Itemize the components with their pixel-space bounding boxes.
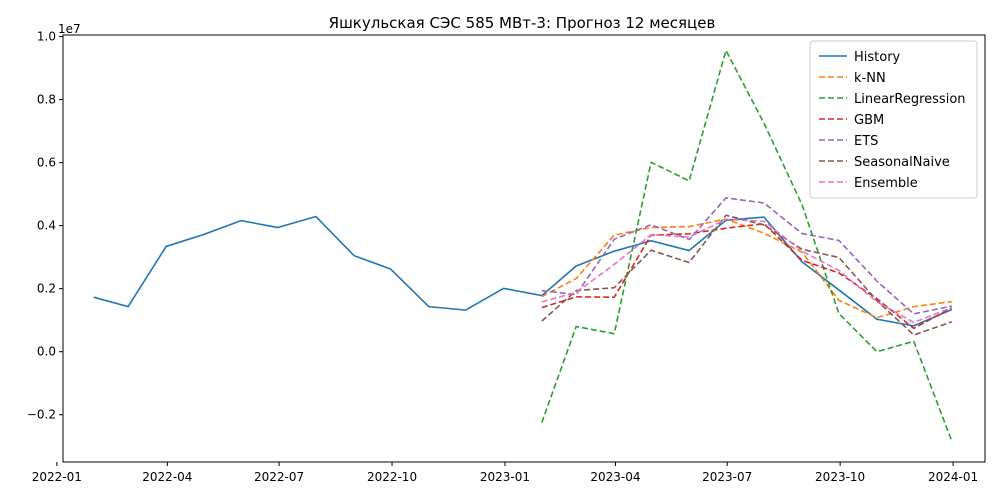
series-line-gbm — [541, 222, 953, 330]
x-tick-label: 2024-01 — [928, 470, 978, 484]
series-line-ensemble — [541, 218, 953, 324]
y-tick-label: 0.6 — [37, 156, 56, 170]
legend-label-linearregression: LinearRegression — [854, 92, 966, 107]
legend: History k-NN LinearRegression GBM ETS Seasona… — [809, 40, 978, 199]
legend-label-ets: ETS — [854, 134, 878, 149]
legend-label-ensemble: Ensemble — [854, 176, 918, 191]
x-tick-label: 2022-01 — [32, 470, 82, 484]
legend-label-gbm: GBM — [854, 113, 884, 128]
y-tick-label: 0.0 — [37, 345, 56, 359]
series-line-linearregression — [541, 49, 953, 442]
plot-frame — [62, 34, 986, 463]
series-line-ets — [541, 197, 953, 315]
x-tick-label: 2023-07 — [702, 470, 752, 484]
x-tick-label: 2023-04 — [590, 470, 640, 484]
y-tick-label: −0.2 — [27, 408, 56, 422]
axes: 2022-01 2022-04 2022-07 2022-10 2023-01 2023-… — [27, 30, 986, 484]
chart-title: Яшкульская СЭС 585 МВт-3: Прогноз 12 мес… — [329, 14, 716, 32]
x-tick-label: 2022-10 — [367, 470, 417, 484]
x-tick-label: 2023-01 — [480, 470, 530, 484]
legend-label-seasonalnaive: SeasonalNaive — [854, 155, 950, 170]
x-tick-label: 2022-04 — [142, 470, 192, 484]
legend-label-k-nn: k-NN — [854, 71, 886, 86]
plot-lines — [93, 49, 953, 442]
series-line-history — [93, 215, 953, 327]
x-tick-label: 2023-10 — [815, 470, 865, 484]
y-tick-label: 0.4 — [37, 219, 56, 233]
y-tick-label: 1.0 — [37, 30, 56, 44]
y-multiplier-label: 1e7 — [58, 22, 81, 36]
y-tick-label: 0.8 — [37, 93, 56, 107]
legend-label-history: History — [854, 50, 901, 65]
series-line-k-nn — [541, 218, 952, 319]
y-tick-label: 0.2 — [37, 282, 56, 296]
legend-box — [809, 40, 978, 199]
x-tick-label: 2022-07 — [254, 470, 304, 484]
